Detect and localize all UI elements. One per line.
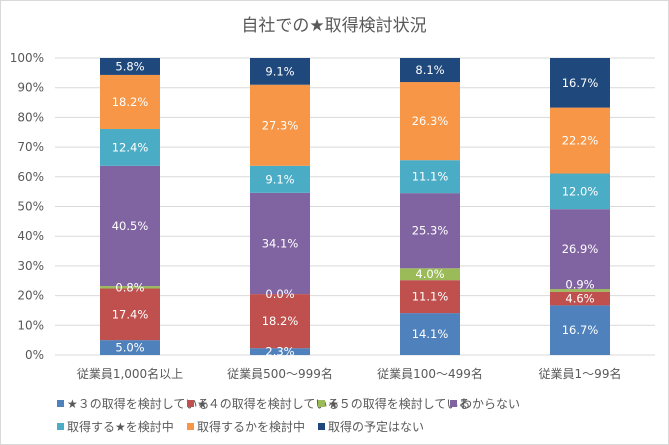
bar-segment xyxy=(100,58,160,75)
data-label: 18.2% xyxy=(262,314,299,328)
y-tick-label: 100% xyxy=(10,51,44,65)
x-tick-label: 従業員100～499名 xyxy=(377,366,483,381)
data-label: 2.3% xyxy=(265,345,294,359)
y-tick-label: 0% xyxy=(25,348,44,362)
legend-entry: ★３の取得を検討している xyxy=(67,396,209,411)
legend-entry: ★４の取得を検討している xyxy=(197,396,339,411)
bar-segment xyxy=(550,58,610,108)
data-label: 12.0% xyxy=(562,184,599,198)
data-label: 4.6% xyxy=(565,292,594,306)
data-label: 12.4% xyxy=(112,140,149,154)
bar-segment xyxy=(100,165,160,287)
bar-segment xyxy=(100,74,160,129)
bar-segment xyxy=(550,173,610,210)
data-label: 34.1% xyxy=(262,236,299,250)
data-label: 9.1% xyxy=(265,64,294,78)
bar-segment xyxy=(550,291,610,306)
bar-segment xyxy=(100,128,160,166)
data-label: 0.9% xyxy=(565,278,594,292)
y-tick-label: 10% xyxy=(17,318,44,332)
legend-swatch xyxy=(57,400,64,407)
data-label: 4.0% xyxy=(415,267,444,281)
bar-segment xyxy=(250,165,310,193)
y-tick-label: 20% xyxy=(17,289,44,303)
y-tick-label: 50% xyxy=(17,200,44,214)
bar-segment xyxy=(400,82,460,161)
legend-entry: 取得する★を検討中 xyxy=(67,419,174,434)
data-label: 9.1% xyxy=(265,172,294,186)
bar-segment xyxy=(100,286,160,289)
data-label: 5.8% xyxy=(115,59,144,73)
legend-swatch xyxy=(57,423,64,430)
bar-segment xyxy=(100,288,160,341)
data-label: 16.7% xyxy=(562,323,599,337)
data-label: 0.0% xyxy=(265,287,294,301)
bar-segment xyxy=(550,305,610,355)
data-label: 8.1% xyxy=(415,63,444,77)
y-tick-label: 90% xyxy=(17,81,44,95)
data-label: 26.9% xyxy=(562,242,599,256)
data-label: 11.1% xyxy=(412,170,449,184)
data-label: 27.3% xyxy=(262,118,299,132)
y-tick-label: 40% xyxy=(17,229,44,243)
data-label: 17.4% xyxy=(112,307,149,321)
bar-segment xyxy=(400,313,460,355)
bar-segment xyxy=(250,84,310,166)
data-label: 26.3% xyxy=(412,114,449,128)
x-tick-label: 従業員1～99名 xyxy=(539,366,622,381)
legend-swatch xyxy=(318,400,325,407)
bar-segment xyxy=(100,340,160,355)
bar-segment xyxy=(550,209,610,290)
data-label: 18.2% xyxy=(112,95,149,109)
bar-segment xyxy=(400,268,460,281)
bar-segment xyxy=(400,280,460,314)
bar-segment xyxy=(550,289,610,292)
y-tick-label: 30% xyxy=(17,259,44,273)
legend-swatch xyxy=(450,400,457,407)
bar-segment xyxy=(250,294,310,349)
legend-entry: ★５の取得を検討している xyxy=(328,396,470,411)
bar-segment xyxy=(550,107,610,174)
bar-segment xyxy=(250,58,310,85)
data-label: 14.1% xyxy=(412,327,449,341)
data-label: 22.2% xyxy=(562,134,599,148)
data-label: 11.1% xyxy=(412,290,449,304)
data-label: 16.7% xyxy=(562,76,599,90)
legend-swatch xyxy=(187,400,194,407)
legend-entry: わからない xyxy=(460,397,520,411)
data-label: 0.8% xyxy=(115,280,144,294)
bar-segment xyxy=(250,192,310,295)
data-label: 40.5% xyxy=(112,219,149,233)
bar-segment xyxy=(400,193,460,269)
legend-entry: 取得の予定はない xyxy=(328,419,424,434)
x-tick-label: 従業員500～999名 xyxy=(227,366,333,381)
data-label: 25.3% xyxy=(412,224,449,238)
bar-segment xyxy=(400,160,460,194)
bar-segment xyxy=(250,348,310,355)
y-tick-label: 80% xyxy=(17,110,44,124)
legend-entry: 取得するかを検討中 xyxy=(197,419,305,434)
y-tick-label: 70% xyxy=(17,140,44,154)
data-label: 5.0% xyxy=(115,341,144,355)
legend-swatch xyxy=(187,423,194,430)
legend-swatch xyxy=(318,423,325,430)
x-tick-label: 従業員1,000名以上 xyxy=(77,366,183,381)
bar-segment xyxy=(400,58,460,83)
chart-title: 自社での★取得検討状況 xyxy=(241,16,426,36)
y-tick-label: 60% xyxy=(17,170,44,184)
